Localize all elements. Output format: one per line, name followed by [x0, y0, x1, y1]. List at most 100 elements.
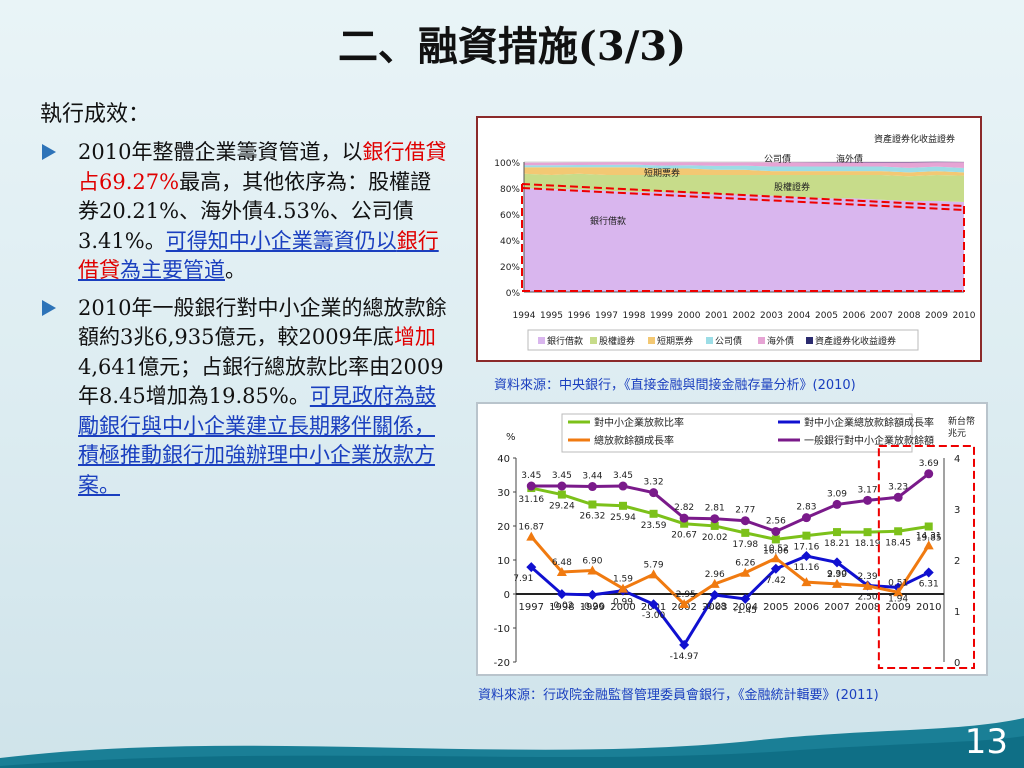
- x-tick-label: 2008: [898, 311, 921, 321]
- data-point: [863, 528, 872, 537]
- data-point: [710, 521, 719, 530]
- data-point: [587, 565, 598, 575]
- data-label: 23.59: [641, 521, 667, 531]
- area-label: 公司債: [764, 153, 791, 165]
- data-point: [679, 513, 689, 523]
- legend-label: 銀行借款: [547, 335, 583, 347]
- data-point: [832, 499, 842, 509]
- y2-unit-label: 新台幣: [948, 415, 975, 427]
- data-label: -14.97: [670, 652, 699, 662]
- bullet1-link[interactable]: 可得知中小企業籌資仍以銀行借貸為主要管道: [78, 229, 439, 283]
- x-tick-label: 2010: [916, 602, 941, 613]
- data-point: [923, 567, 934, 578]
- data-point: [587, 589, 598, 600]
- data-label: 3.09: [827, 489, 847, 499]
- highlight-dash-top2: [521, 187, 965, 211]
- x-tick-label: 2002: [733, 311, 756, 321]
- data-point: [923, 540, 934, 550]
- series-line-對中小企業總放款餘額成長率: [530, 554, 930, 648]
- y2-tick-label: 2: [954, 556, 960, 567]
- data-label: 2.96: [705, 570, 725, 580]
- highlight-dash-top: [521, 183, 965, 207]
- bullet2-text-2: 4,641億元；占銀行總放款比率由2009年8.45增加為19.85%。: [78, 354, 444, 409]
- bullet-sme-loans: 2010年一般銀行對中小企業的總放款餘額約3兆6,935億元，較2009年底增加…: [40, 294, 452, 501]
- data-point: [618, 481, 628, 491]
- data-point: [832, 557, 842, 568]
- y2-tick-label: 3: [954, 505, 960, 516]
- x-tick-label: 1997: [519, 602, 544, 613]
- bullet2-text-1: 2010年一般銀行對中小企業的總放款餘額約3兆6,935億元，較2009年底: [78, 295, 447, 350]
- data-point: [649, 488, 659, 498]
- bullet1-link-text-2: 為主要管道: [120, 258, 225, 282]
- x-tick-label: 1999: [650, 311, 673, 321]
- results-heading: 執行成效：: [40, 102, 151, 127]
- arrow-bullet-icon: [42, 144, 56, 160]
- data-point: [740, 567, 751, 577]
- bullet2-link[interactable]: 可見政府為鼓勵銀行與中小企業建立長期夥伴關係，積極推動銀行加強辦理中小企業放款方…: [78, 384, 436, 497]
- data-label: 25.94: [610, 513, 636, 523]
- data-point: [741, 528, 750, 537]
- sme-loan-panel: -20 -10 0 10 20 30 40 0 1 2 3 4% 新台幣 兆元 1997 1998 1999 20…: [476, 402, 988, 676]
- data-point: [648, 569, 659, 579]
- y-tick-label: 20: [497, 522, 510, 533]
- data-label: 3.44: [582, 472, 602, 482]
- bullet1-end: 。: [225, 258, 246, 282]
- data-label: 2.82: [674, 503, 694, 513]
- data-label: 1.94: [888, 594, 908, 604]
- y2-tick-label: 0: [954, 658, 960, 669]
- data-point: [740, 516, 750, 526]
- data-point: [893, 587, 904, 597]
- bullet1-text-1: 2010年整體企業籌資管道，以: [78, 140, 363, 164]
- x-tick-label: 2003: [702, 602, 727, 613]
- data-point: [648, 599, 659, 610]
- x-tick-label: 1998: [623, 311, 646, 321]
- area-短期票券: [524, 167, 964, 177]
- legend-box: [561, 413, 913, 453]
- data-label: 10.52: [763, 544, 789, 554]
- area-label: 短期票券: [644, 167, 680, 179]
- data-label: 18.19: [855, 539, 881, 549]
- series-line-一般銀行對中小企業放款餘額: [531, 472, 930, 534]
- x-tick-label: 2005: [815, 311, 838, 321]
- legend-label: 公司債: [715, 335, 742, 347]
- data-label: 6.48: [552, 558, 572, 568]
- series-line-總放款餘額成長率: [530, 535, 930, 606]
- x-tick-label: 1997: [595, 311, 618, 321]
- legend-label: 股權證券: [599, 335, 635, 347]
- data-label: 3.32: [644, 478, 664, 488]
- bullet-financing-channels: 2010年整體企業籌資管道，以銀行借貸占69.27%最高，其他依序為：股權證券2…: [40, 138, 452, 286]
- area-label: 銀行借款: [590, 215, 626, 227]
- data-label: 29.24: [549, 502, 575, 512]
- highlight-box-2009-2010: [877, 445, 976, 669]
- y-tick-label: 40: [497, 454, 510, 465]
- data-point: [771, 526, 781, 536]
- y-tick-label: 100%: [494, 159, 520, 169]
- bullet1-link-text-1: 可得知中小企業籌資仍以: [165, 228, 397, 253]
- legend-label: 對中小企業放款比率: [594, 416, 684, 429]
- data-label: -0.02: [550, 601, 573, 611]
- data-label: 0.99: [613, 598, 633, 608]
- data-point: [894, 527, 903, 536]
- x-tick-label: 1998: [549, 602, 574, 613]
- data-point: [556, 589, 567, 600]
- data-point: [771, 535, 780, 544]
- data-label: 2.39: [858, 572, 878, 582]
- content-left: 執行成效： 2010年整體企業籌資管道，以銀行借貸占69.27%最高，其他依序為…: [40, 96, 452, 508]
- area-銀行借款: [524, 188, 964, 292]
- y-tick-label: 60%: [500, 211, 520, 221]
- y-tick-label: 30: [497, 488, 510, 499]
- data-point: [863, 495, 873, 505]
- data-label: 2.50: [858, 593, 878, 603]
- data-point: [556, 566, 567, 576]
- data-label: 11.16: [794, 563, 820, 573]
- data-label: 9.30: [827, 569, 847, 579]
- x-tick-label: 1996: [568, 311, 591, 321]
- data-point: [832, 578, 842, 588]
- legend-box: [527, 329, 919, 351]
- data-label: 31.16: [518, 495, 544, 505]
- x-tick-label: 1999: [580, 602, 605, 613]
- data-label: 5.79: [644, 560, 664, 570]
- page-number: 13: [964, 722, 1008, 762]
- x-tick-label: 1994: [513, 311, 536, 321]
- area-label: 海外債: [836, 153, 863, 165]
